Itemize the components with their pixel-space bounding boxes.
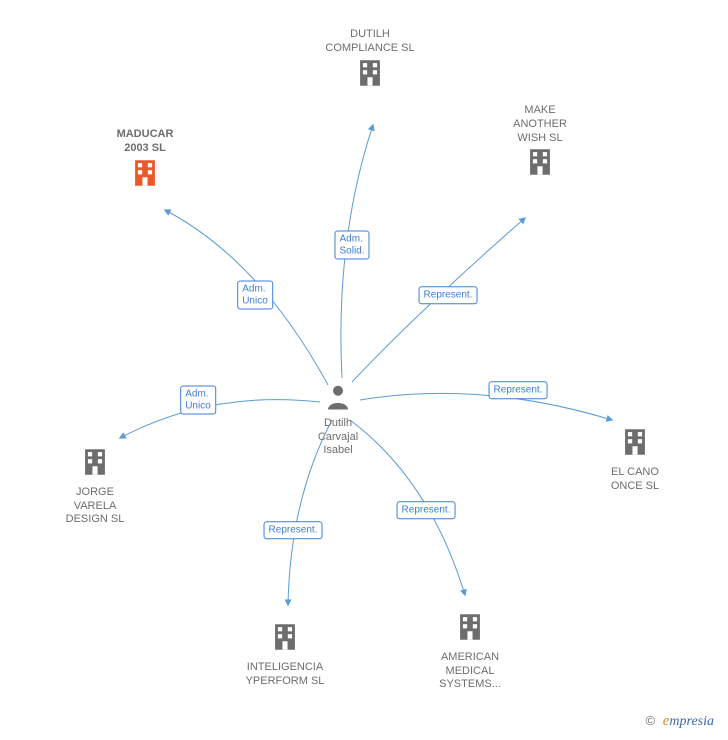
- company-node[interactable]: DUTILH COMPLIANCE SL: [315, 26, 425, 94]
- edge-line: [352, 218, 525, 382]
- building-icon: [453, 610, 487, 644]
- company-node[interactable]: INTELIGENCIA YPERFORM SL: [230, 620, 340, 688]
- company-node-label: JORGE VARELA DESIGN SL: [40, 486, 150, 527]
- building-icon: [78, 445, 112, 479]
- company-node-label: DUTILH COMPLIANCE SL: [315, 28, 425, 56]
- company-node-label: MAKE ANOTHER WISH SL: [485, 104, 595, 145]
- building-icon: [523, 145, 557, 179]
- center-node-label: Dutilh Carvajal Isabel: [308, 417, 368, 458]
- company-node-label: EL CANO ONCE SL: [580, 466, 690, 494]
- company-node-label: INTELIGENCIA YPERFORM SL: [230, 661, 340, 689]
- company-node-label: AMERICAN MEDICAL SYSTEMS...: [415, 651, 525, 692]
- edge-line: [360, 393, 612, 420]
- center-person-node[interactable]: Dutilh Carvajal Isabel: [308, 382, 368, 458]
- company-node[interactable]: EL CANO ONCE SL: [580, 425, 690, 493]
- company-node-label: MADUCAR 2003 SL: [90, 128, 200, 156]
- company-node[interactable]: AMERICAN MEDICAL SYSTEMS...: [415, 610, 525, 692]
- company-node[interactable]: JORGE VARELA DESIGN SL: [40, 445, 150, 527]
- company-node[interactable]: MADUCAR 2003 SL: [90, 126, 200, 194]
- copyright-symbol: ©: [646, 713, 656, 728]
- brand-rest: mpresia: [669, 714, 714, 729]
- edge-line: [120, 400, 320, 438]
- person-icon: [323, 382, 353, 412]
- building-icon: [268, 620, 302, 654]
- edge-line: [165, 210, 328, 385]
- company-node[interactable]: MAKE ANOTHER WISH SL: [485, 102, 595, 184]
- diagram-canvas: Dutilh Carvajal Isabel MADUCAR 2003 SL DU…: [0, 0, 728, 740]
- building-icon: [353, 56, 387, 90]
- building-icon: [618, 425, 652, 459]
- edge-line: [341, 125, 373, 378]
- watermark: © empresia: [646, 713, 714, 730]
- building-icon: [128, 156, 162, 190]
- edges-layer: [0, 0, 728, 740]
